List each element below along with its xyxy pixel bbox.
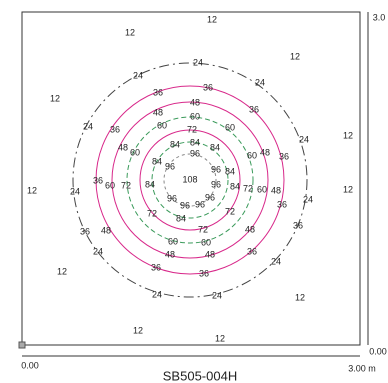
contour-label: 12 bbox=[27, 185, 37, 195]
contour-96 bbox=[163, 153, 217, 207]
contour-label: 72 bbox=[121, 180, 131, 190]
contour-label: 96 bbox=[195, 199, 205, 209]
contour-label: 24 bbox=[255, 77, 265, 87]
contour-label: 12 bbox=[343, 184, 353, 194]
contour-label: 24 bbox=[93, 246, 103, 256]
contour-label: 96 bbox=[190, 148, 200, 158]
contour-label: 84 bbox=[145, 179, 155, 189]
title: SB505-004H bbox=[163, 368, 237, 383]
contour-label: 12 bbox=[215, 333, 225, 343]
contour-label: 60 bbox=[190, 111, 200, 121]
contour-label: 36 bbox=[249, 104, 259, 114]
contour-label: 24 bbox=[212, 290, 222, 300]
plot-frame bbox=[21, 11, 361, 346]
contour-label: 12 bbox=[295, 292, 305, 302]
contour-label: 72 bbox=[243, 183, 253, 193]
contour-label: 24 bbox=[271, 256, 281, 266]
contour-label: 36 bbox=[279, 151, 289, 161]
y-end-label: 3.0 bbox=[373, 12, 386, 22]
contour-label: 60 bbox=[201, 237, 211, 247]
y-start-label: 0.00 bbox=[369, 346, 387, 356]
contour-label: 36 bbox=[247, 246, 257, 256]
contour-label: 48 bbox=[260, 147, 270, 157]
contour-label: 48 bbox=[165, 249, 175, 259]
contour-60 bbox=[126, 116, 254, 244]
contour-label: 60 bbox=[130, 147, 140, 157]
contour-label: 96 bbox=[211, 179, 221, 189]
contour-label: 84 bbox=[190, 137, 200, 147]
contour-label: 84 bbox=[170, 139, 180, 149]
contour-48 bbox=[111, 101, 269, 259]
contour-label: 60 bbox=[105, 180, 115, 190]
contour-label: 96 bbox=[167, 193, 177, 203]
contour-label: 36 bbox=[151, 262, 161, 272]
contour-84 bbox=[151, 141, 229, 219]
contour-label: 12 bbox=[125, 27, 135, 37]
contour-36 bbox=[95, 85, 285, 275]
contour-label: 24 bbox=[303, 194, 313, 204]
contour-72 bbox=[139, 129, 241, 231]
contour-24 bbox=[72, 62, 308, 298]
contour-label: 48 bbox=[153, 107, 163, 117]
contour-label: 12 bbox=[133, 325, 143, 335]
contour-label: 12 bbox=[207, 14, 217, 24]
contour-label: 84 bbox=[230, 181, 240, 191]
contour-label: 72 bbox=[225, 206, 235, 216]
contour-label: 12 bbox=[290, 51, 300, 61]
contour-label: 84 bbox=[176, 213, 186, 223]
contour-label: 84 bbox=[210, 142, 220, 152]
contour-label: 60 bbox=[157, 120, 167, 130]
contour-label: 36 bbox=[293, 220, 303, 230]
contour-label: 96 bbox=[211, 164, 221, 174]
contour-label: 24 bbox=[133, 70, 143, 80]
contour-label: 96 bbox=[165, 161, 175, 171]
contour-label: 24 bbox=[299, 134, 309, 144]
contour-label: 24 bbox=[193, 57, 203, 67]
contour-label: 48 bbox=[101, 225, 111, 235]
contour-label: 12 bbox=[57, 266, 67, 276]
contour-label: 36 bbox=[93, 175, 103, 185]
contour-label: 60 bbox=[247, 150, 257, 160]
contour-label: 72 bbox=[147, 208, 157, 218]
origin-marker bbox=[18, 341, 26, 349]
contour-label: 12 bbox=[343, 130, 353, 140]
contour-label: 96 bbox=[180, 200, 190, 210]
contour-label: 24 bbox=[83, 121, 93, 131]
contour-label: 48 bbox=[205, 249, 215, 259]
contour-label: 84 bbox=[152, 156, 162, 166]
contours bbox=[72, 62, 308, 298]
x-end-label: 3.00 m bbox=[348, 363, 376, 373]
contour-label: 36 bbox=[153, 87, 163, 97]
contour-label: 36 bbox=[203, 82, 213, 92]
contour-label: 36 bbox=[277, 199, 287, 209]
contour-label: 24 bbox=[70, 186, 80, 196]
contour-label: 36 bbox=[199, 268, 209, 278]
contour-label: 48 bbox=[271, 185, 281, 195]
contour-label: 24 bbox=[152, 289, 162, 299]
contour-label: 12 bbox=[50, 93, 60, 103]
contour-label: 48 bbox=[190, 97, 200, 107]
contour-label: 48 bbox=[245, 224, 255, 234]
contour-label: 48 bbox=[118, 142, 128, 152]
contour-label: 60 bbox=[168, 236, 178, 246]
contour-label: 60 bbox=[225, 122, 235, 132]
contour-label: 36 bbox=[110, 124, 120, 134]
contour-label: 84 bbox=[225, 166, 235, 176]
contour-label: 36 bbox=[80, 226, 90, 236]
contour-label: 96 bbox=[205, 192, 215, 202]
contour-label: 108 bbox=[182, 174, 197, 184]
contour-label: 72 bbox=[198, 224, 208, 234]
contour-label: 60 bbox=[257, 184, 267, 194]
x-start-label: 0.00 bbox=[21, 360, 39, 370]
contour-label: 72 bbox=[187, 124, 197, 134]
